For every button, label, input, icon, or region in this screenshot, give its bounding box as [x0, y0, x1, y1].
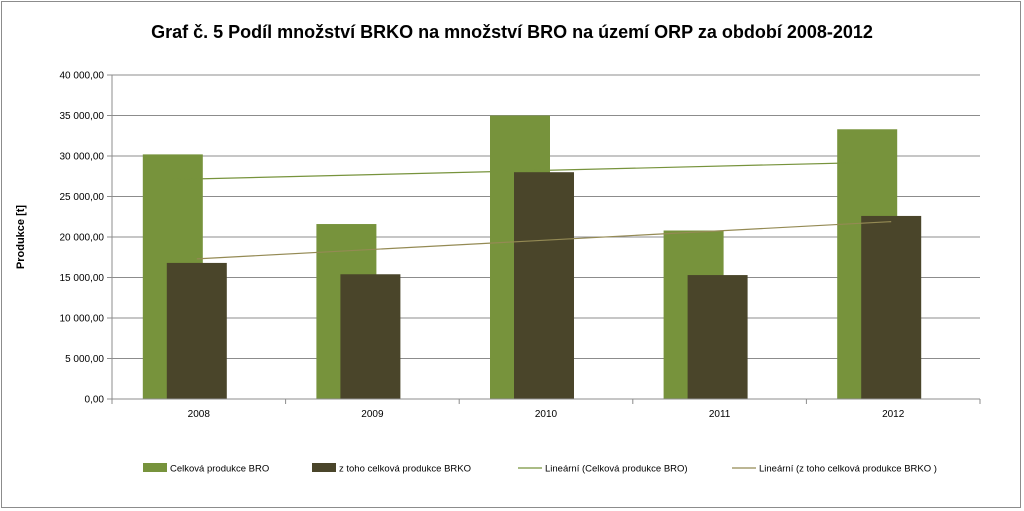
x-tick-label: 2011: [709, 409, 731, 420]
trendline-brko: [196, 221, 892, 260]
chart-title: Graf č. 5 Podíl množství BRKO na množstv…: [151, 22, 873, 42]
y-tick-label: 25 000,00: [60, 192, 105, 203]
x-tick-label: 2009: [361, 409, 384, 420]
legend-swatch: [312, 463, 336, 472]
y-axis: 0,00 5 000,00 10 000,00 15 000,00 20 000,00 2…: [60, 71, 113, 406]
y-tick-label: 15 000,00: [60, 273, 105, 284]
x-axis: 2008 2009 2010 2011 2012: [111, 398, 981, 420]
bar-brko: [166, 262, 227, 399]
trendlines: [172, 161, 892, 260]
legend-label: Lineární (Celková produkce BRO): [545, 464, 688, 475]
x-tick-label: 2012: [882, 409, 905, 420]
y-tick-label: 20 000,00: [60, 233, 105, 244]
legend-label: z toho celková produkce BRKO: [339, 464, 471, 475]
bar-brko: [340, 274, 401, 399]
legend: Celková produkce BRO z toho celková produ…: [143, 463, 937, 475]
y-tick-label: 10 000,00: [60, 314, 105, 325]
bar-brko: [861, 215, 922, 399]
y-tick-label: 5 000,00: [65, 354, 104, 365]
y-tick-label: 30 000,00: [60, 152, 105, 163]
trendline-bro: [172, 161, 868, 181]
legend-label: Celková produkce BRO: [170, 464, 269, 475]
legend-label: Lineární (z toho celková produkce BRKO ): [759, 464, 937, 475]
legend-swatch: [143, 463, 167, 472]
y-axis-label: Produkce [t]: [15, 205, 27, 270]
x-tick-label: 2010: [535, 409, 558, 420]
bar-brko: [687, 275, 748, 399]
y-tick-label: 0,00: [85, 395, 105, 406]
y-tick-label: 35 000,00: [60, 111, 105, 122]
y-tick-label: 40 000,00: [60, 71, 105, 82]
x-tick-label: 2008: [188, 409, 211, 420]
bar-brko: [514, 172, 574, 399]
bars: [142, 115, 922, 399]
